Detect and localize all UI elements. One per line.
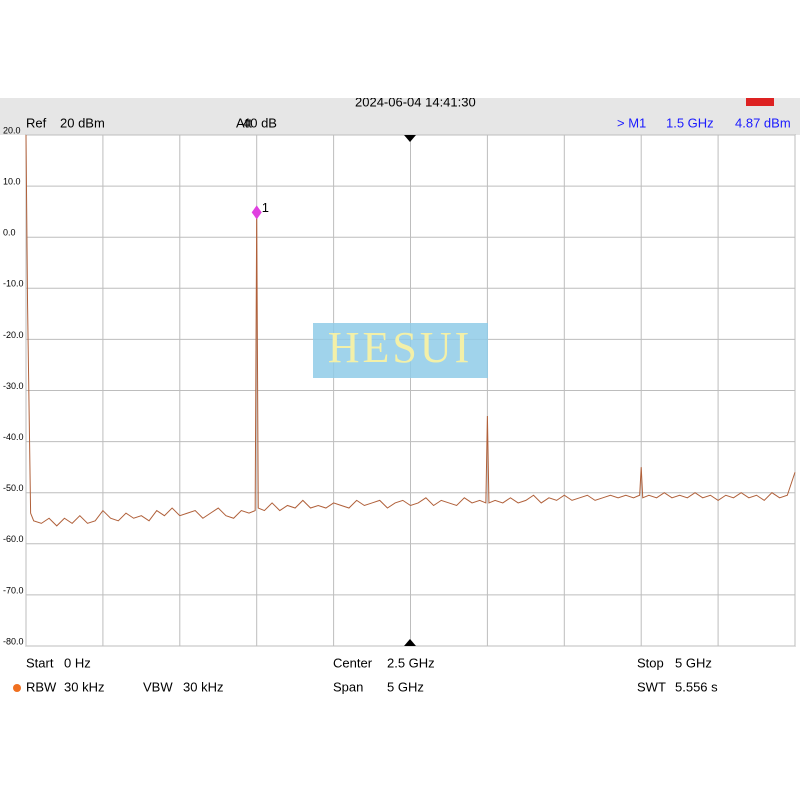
- setting-value: 5 GHz: [675, 655, 712, 670]
- marker-readout-value: 4.87 dBm: [735, 115, 791, 130]
- watermark: HESUI: [328, 323, 473, 372]
- watermark-box: [313, 323, 488, 378]
- setting-value: 30 kHz: [64, 679, 104, 694]
- y-tick-label: -60.0: [3, 534, 24, 544]
- y-tick-label: 0.0: [3, 228, 16, 238]
- setting-label: Span: [333, 679, 363, 694]
- marker-label: 1: [262, 200, 269, 215]
- setting-label: Center: [333, 655, 373, 670]
- setting-value: 20 dBm: [60, 115, 105, 130]
- crop-top: [0, 0, 800, 98]
- setting-value: 2.5 GHz: [387, 655, 435, 670]
- y-tick-label: -40.0: [3, 432, 24, 442]
- setting-label: Stop: [637, 655, 664, 670]
- setting-label: SWT: [637, 679, 666, 694]
- setting-label: > M1: [617, 115, 646, 130]
- header-band: [0, 98, 800, 135]
- y-tick-label: -80.0: [3, 636, 24, 646]
- timestamp: 2024-06-04 14:41:30: [355, 94, 476, 109]
- trace-line: [25, 134, 796, 527]
- y-tick-label: 20.0: [3, 125, 21, 135]
- setting-value: 1.5 GHz: [666, 115, 714, 130]
- y-tick-label: -20.0: [3, 330, 24, 340]
- setting-label: VBW: [143, 679, 173, 694]
- setting-value: 40 dB: [243, 115, 277, 130]
- y-tick-label: -10.0: [3, 279, 24, 289]
- y-tick-label: -30.0: [3, 381, 24, 391]
- setting-label: Ref: [26, 115, 47, 130]
- center-marker-top: [404, 135, 416, 142]
- y-tick-label: -50.0: [3, 483, 24, 493]
- setting-value: 5 GHz: [387, 679, 424, 694]
- setting-label: Start: [26, 655, 54, 670]
- setting-value: 30 kHz: [183, 679, 223, 694]
- battery-icon: [746, 98, 774, 106]
- center-marker-bottom: [404, 639, 416, 646]
- setting-value: 5.556 s: [675, 679, 718, 694]
- rbw-icon: [13, 684, 21, 692]
- setting-label: Att: [236, 115, 252, 130]
- setting-value: 0 Hz: [64, 655, 91, 670]
- y-tick-label: -70.0: [3, 585, 24, 595]
- setting-label: RBW: [26, 679, 57, 694]
- marker: [251, 205, 262, 220]
- y-tick-label: 10.0: [3, 176, 21, 186]
